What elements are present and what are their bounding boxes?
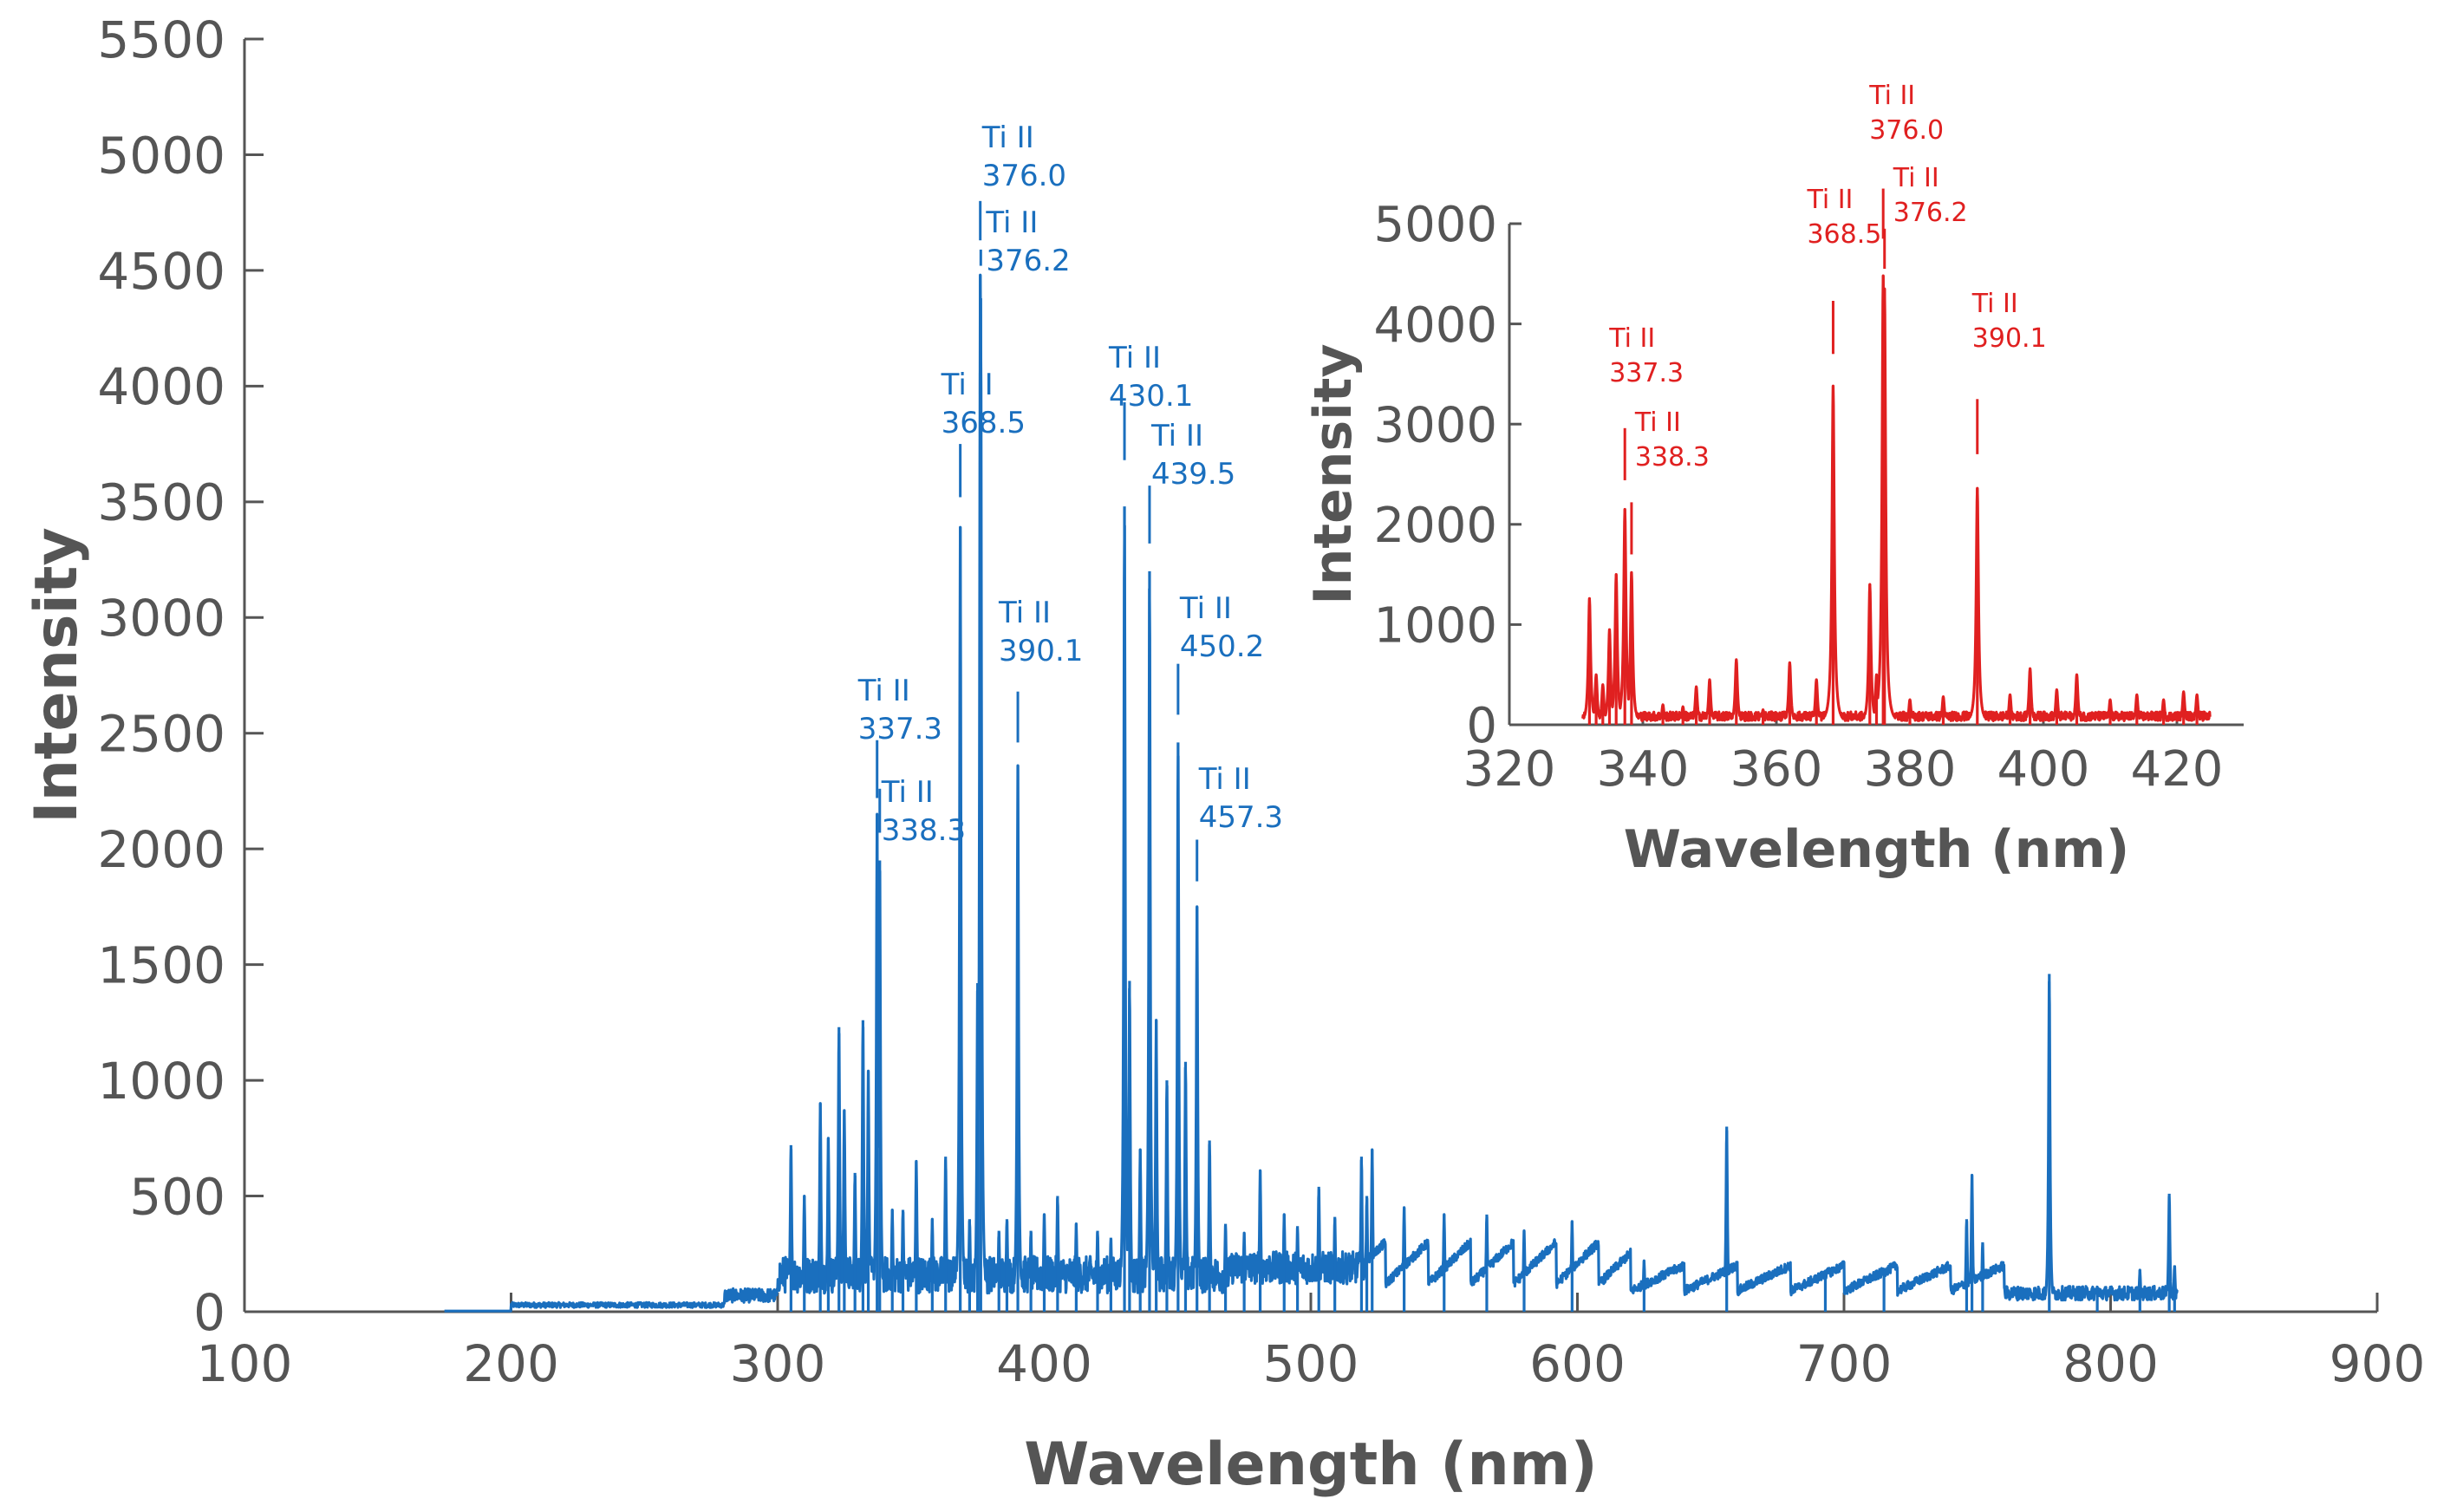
x-tick-label: 600 bbox=[1529, 1334, 1626, 1393]
annotation-element-label: Ti II bbox=[1893, 163, 1939, 193]
spectrum-series-line bbox=[1581, 274, 2212, 722]
x-tick-label: 320 bbox=[1463, 741, 1556, 798]
annotation-wavelength-label: 368.5 bbox=[942, 406, 1026, 440]
annotation-element-label: Ti II bbox=[1608, 323, 1655, 354]
annotation-wavelength-label: 338.3 bbox=[1635, 442, 1710, 472]
annotation-element-label: Ti II bbox=[1198, 762, 1251, 797]
annotation-wavelength-label: 450.2 bbox=[1180, 629, 1264, 664]
y-tick-label: 1000 bbox=[1373, 598, 1497, 655]
annotation-element-label: Ti II bbox=[1634, 407, 1681, 438]
annotation-wavelength-label: 430.1 bbox=[1109, 379, 1193, 414]
x-tick-label: 900 bbox=[2329, 1334, 2426, 1393]
annotation-element-label: Ti II bbox=[998, 596, 1051, 630]
y-tick-label: 1500 bbox=[97, 936, 225, 995]
annotation-wavelength-label: 457.3 bbox=[1199, 800, 1283, 835]
annotation-wavelength-label: 376.0 bbox=[982, 159, 1066, 193]
x-tick-label: 300 bbox=[730, 1334, 826, 1393]
annotation-element-label: Ti II bbox=[1179, 591, 1232, 626]
x-tick-label: 420 bbox=[2131, 741, 2224, 798]
main-chart: 0500100015002000250030003500400045005000… bbox=[23, 10, 2425, 1499]
y-tick-label: 0 bbox=[1466, 698, 1497, 754]
annotation-wavelength-label: 376.0 bbox=[1869, 115, 1944, 146]
y-tick-label: 2000 bbox=[97, 820, 225, 879]
y-tick-label: 2500 bbox=[97, 705, 225, 764]
annotation-wavelength-label: 338.3 bbox=[882, 813, 966, 848]
annotation-wavelength-label: 368.5 bbox=[1807, 219, 1881, 250]
x-tick-label: 100 bbox=[197, 1334, 293, 1393]
y-tick-label: 2000 bbox=[1373, 498, 1497, 554]
annotation-wavelength-label: 337.3 bbox=[858, 712, 942, 746]
x-tick-label: 500 bbox=[1263, 1334, 1359, 1393]
annotation-element-label: Ti II bbox=[881, 775, 934, 810]
spectrum-series-line bbox=[443, 273, 2179, 1313]
y-tick-label: 3000 bbox=[97, 589, 225, 648]
x-axis-title: Wavelength (nm) bbox=[1024, 1431, 1597, 1499]
y-tick-label: 1000 bbox=[97, 1052, 225, 1111]
x-tick-label: 400 bbox=[996, 1334, 1092, 1393]
x-tick-label: 400 bbox=[1997, 741, 2090, 798]
x-tick-label: 360 bbox=[1730, 741, 1823, 798]
x-tick-label: 800 bbox=[2062, 1334, 2159, 1393]
inset-chart: 0 1000 2000 3000 4000 5000 320 340 360 380 400 420W… bbox=[1303, 81, 2244, 880]
annotation-wavelength-label: 376.2 bbox=[986, 244, 1070, 278]
y-tick-label: 3500 bbox=[97, 473, 225, 532]
x-tick-label: 700 bbox=[1796, 1334, 1893, 1393]
annotation-element-label: Ti II bbox=[1806, 185, 1853, 215]
y-tick-label: 4000 bbox=[97, 357, 225, 416]
x-tick-label: 380 bbox=[1864, 741, 1957, 798]
x-tick-label: 340 bbox=[1597, 741, 1690, 798]
annotation-wavelength-label: 390.1 bbox=[1972, 323, 2047, 354]
x-tick-label: 200 bbox=[463, 1334, 559, 1393]
x-axis-title: Wavelength (nm) bbox=[1624, 819, 2130, 880]
y-tick-label: 4500 bbox=[97, 242, 225, 301]
annotation-wavelength-label: 337.3 bbox=[1609, 358, 1684, 388]
annotation-element-label: Ti II bbox=[1971, 289, 2018, 319]
annotation-wavelength-label: 390.1 bbox=[999, 634, 1083, 668]
y-axis-title: Intensity bbox=[23, 527, 91, 823]
y-tick-label: 0 bbox=[193, 1283, 225, 1342]
annotation-element-label: Ti II bbox=[857, 674, 910, 708]
y-tick-label: 3000 bbox=[1373, 397, 1497, 453]
annotation-element-label: Ti II bbox=[1150, 419, 1203, 453]
annotation-element-label: Ti II bbox=[985, 205, 1038, 240]
y-tick-label: 4000 bbox=[1373, 297, 1497, 354]
annotation-wavelength-label: 376.2 bbox=[1893, 198, 1968, 228]
annotation-element-label: Ti II bbox=[981, 121, 1034, 155]
y-tick-label: 5500 bbox=[97, 10, 225, 69]
annotation-wavelength-label: 439.5 bbox=[1151, 457, 1235, 492]
annotation-element-label: Ti II bbox=[1108, 341, 1161, 375]
y-tick-label: 5000 bbox=[1373, 197, 1497, 253]
y-tick-label: 5000 bbox=[97, 126, 225, 185]
annotation-element-label: Ti II bbox=[1868, 81, 1915, 111]
y-axis-title: Intensity bbox=[1303, 343, 1364, 604]
y-tick-label: 500 bbox=[129, 1167, 225, 1226]
annotation-element-label: Ti II bbox=[941, 368, 994, 402]
